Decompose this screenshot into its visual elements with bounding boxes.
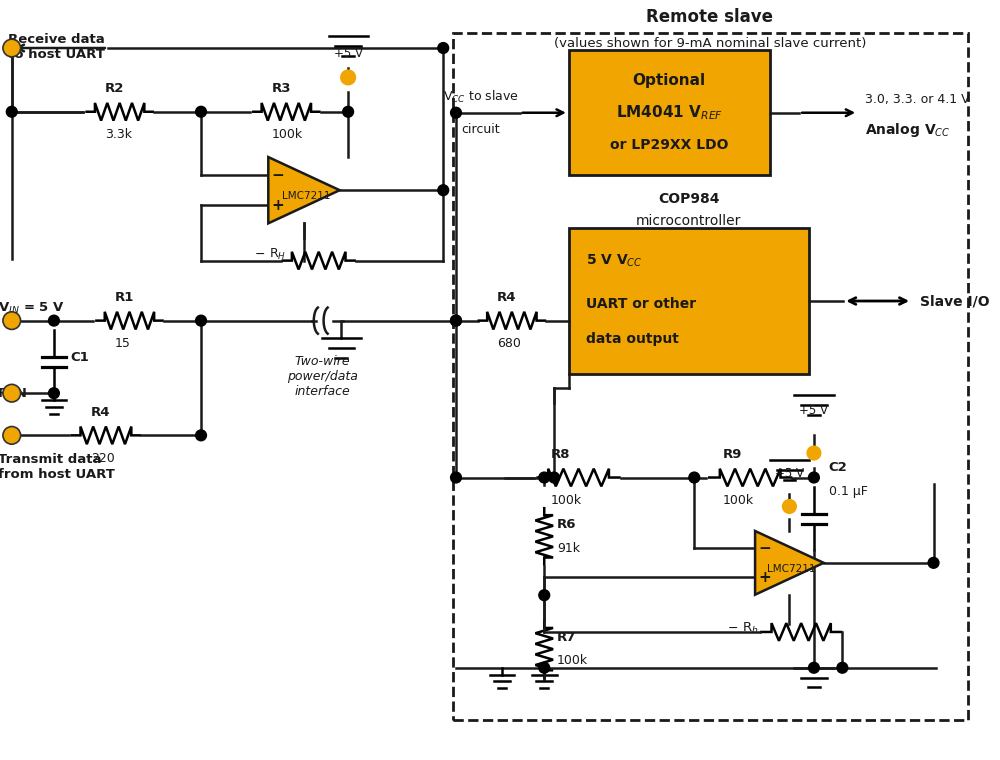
Circle shape (196, 106, 206, 117)
Text: R3: R3 (272, 82, 291, 95)
Text: UART or other: UART or other (586, 297, 697, 311)
Circle shape (809, 472, 819, 483)
Text: Slave I/O: Slave I/O (920, 294, 989, 308)
Text: LMC7211: LMC7211 (767, 564, 816, 574)
Text: −: − (727, 622, 738, 635)
Text: R9: R9 (723, 448, 742, 461)
Text: Transmit data
from host UART: Transmit data from host UART (0, 453, 115, 481)
Text: −: − (759, 541, 771, 556)
Text: circuit: circuit (461, 122, 500, 135)
Text: Receive data
to host UART: Receive data to host UART (8, 33, 105, 62)
Circle shape (837, 663, 848, 673)
Text: 5 V V$_{CC}$: 5 V V$_{CC}$ (586, 252, 643, 268)
Circle shape (451, 107, 461, 118)
Circle shape (451, 472, 461, 483)
Text: RTN: RTN (0, 387, 28, 400)
Text: +5 V: +5 V (775, 467, 804, 480)
Text: +5 V: +5 V (334, 47, 363, 60)
Text: −: − (255, 249, 265, 261)
Text: 91k: 91k (557, 542, 580, 555)
Text: Two-wire
power/data
interface: Two-wire power/data interface (287, 355, 358, 398)
Text: 15: 15 (115, 337, 131, 350)
Text: R6: R6 (557, 518, 576, 531)
Text: 100k: 100k (551, 494, 582, 507)
Circle shape (539, 590, 550, 600)
Circle shape (451, 315, 461, 326)
Text: 100k: 100k (723, 494, 754, 507)
Text: V$_{IN}$ = 5 V: V$_{IN}$ = 5 V (0, 301, 65, 315)
Text: −: − (272, 168, 284, 183)
Text: +: + (272, 198, 284, 213)
Text: 220: 220 (91, 452, 115, 465)
Text: 3.3k: 3.3k (105, 128, 132, 141)
Text: COP984: COP984 (658, 192, 720, 206)
Text: or LP29XX LDO: or LP29XX LDO (610, 138, 729, 152)
Text: R1: R1 (115, 291, 134, 304)
Text: 0.1 µF: 0.1 µF (829, 485, 867, 498)
Bar (569, 50, 770, 176)
Circle shape (6, 106, 17, 117)
Text: Remote slave: Remote slave (646, 8, 773, 26)
Circle shape (3, 40, 21, 57)
Circle shape (196, 315, 206, 326)
Text: R$_H$: R$_H$ (269, 247, 286, 262)
Circle shape (438, 43, 449, 53)
Text: V$_{CC}$ to slave: V$_{CC}$ to slave (443, 89, 518, 105)
Text: R8: R8 (551, 448, 571, 461)
Text: microcontroller: microcontroller (636, 214, 742, 227)
Text: 100k: 100k (272, 128, 303, 141)
Circle shape (343, 106, 354, 117)
Text: 100k: 100k (557, 654, 588, 667)
Text: LM4041 V$_{REF}$: LM4041 V$_{REF}$ (616, 103, 723, 122)
Text: R2: R2 (105, 82, 124, 95)
Circle shape (549, 472, 559, 483)
Text: C1: C1 (71, 351, 89, 364)
Text: LMC7211: LMC7211 (282, 191, 330, 201)
Circle shape (539, 472, 550, 483)
Text: Analog V$_{CC}$: Analog V$_{CC}$ (865, 122, 950, 139)
Circle shape (807, 446, 821, 460)
Text: R4: R4 (497, 291, 517, 304)
Text: R$_h$: R$_h$ (742, 620, 758, 635)
Text: R4: R4 (91, 406, 111, 419)
Circle shape (539, 663, 550, 673)
Circle shape (341, 70, 355, 85)
Text: (values shown for 9-mA nominal slave current): (values shown for 9-mA nominal slave cur… (554, 36, 866, 49)
Polygon shape (268, 157, 340, 223)
Circle shape (689, 472, 700, 483)
Circle shape (3, 385, 21, 402)
Text: +: + (759, 570, 771, 584)
Text: Optional: Optional (633, 73, 706, 87)
Text: data output: data output (586, 332, 679, 346)
Circle shape (438, 185, 449, 195)
Circle shape (809, 663, 819, 673)
Text: 3.0, 3.3. or 4.1 V: 3.0, 3.3. or 4.1 V (865, 93, 970, 106)
Polygon shape (755, 531, 824, 595)
Text: R7: R7 (557, 631, 576, 644)
Circle shape (196, 430, 206, 441)
Bar (453, 33, 968, 720)
Circle shape (3, 426, 21, 444)
Text: C2: C2 (829, 461, 847, 474)
Circle shape (928, 557, 939, 568)
Circle shape (3, 312, 21, 329)
Bar (569, 229, 809, 374)
Circle shape (783, 499, 796, 513)
Circle shape (49, 388, 59, 398)
Circle shape (49, 315, 59, 326)
Text: +5 V: +5 V (799, 404, 828, 416)
Circle shape (451, 315, 461, 326)
Text: 680: 680 (497, 337, 521, 350)
